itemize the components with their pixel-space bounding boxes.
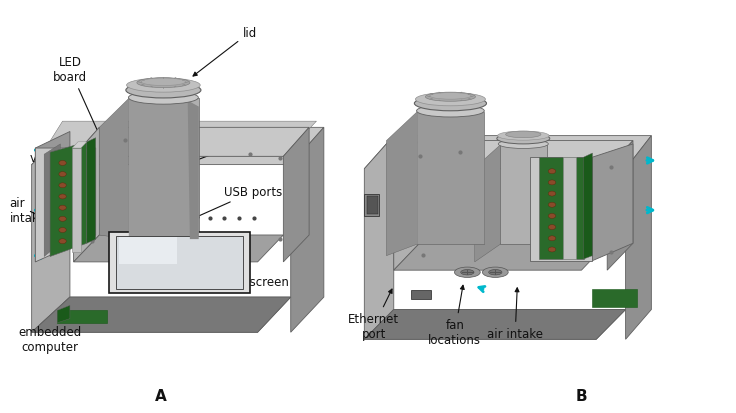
Polygon shape — [394, 141, 633, 169]
Polygon shape — [188, 101, 199, 240]
Text: air intake: air intake — [487, 288, 543, 340]
Ellipse shape — [127, 79, 200, 93]
Polygon shape — [394, 244, 607, 271]
Polygon shape — [417, 107, 484, 244]
Polygon shape — [364, 310, 626, 339]
Polygon shape — [40, 122, 316, 157]
Polygon shape — [35, 149, 96, 262]
Text: lid: lid — [193, 26, 257, 77]
Polygon shape — [35, 132, 70, 262]
Ellipse shape — [59, 206, 66, 211]
Ellipse shape — [548, 214, 556, 219]
Ellipse shape — [548, 225, 556, 230]
Polygon shape — [291, 128, 324, 332]
Polygon shape — [109, 232, 250, 293]
Text: B: B — [576, 388, 587, 403]
Ellipse shape — [425, 93, 475, 102]
Polygon shape — [32, 297, 291, 332]
Text: fan
locations: fan locations — [428, 286, 481, 347]
Polygon shape — [116, 236, 243, 289]
Text: Ethernet
port: Ethernet port — [348, 290, 400, 340]
Ellipse shape — [417, 105, 484, 118]
Ellipse shape — [59, 183, 66, 188]
Polygon shape — [32, 128, 70, 332]
Ellipse shape — [461, 270, 474, 275]
Polygon shape — [129, 99, 199, 240]
Polygon shape — [129, 95, 199, 240]
Polygon shape — [367, 196, 378, 215]
Ellipse shape — [548, 180, 556, 185]
Ellipse shape — [489, 270, 502, 275]
Polygon shape — [417, 112, 484, 244]
Ellipse shape — [59, 228, 66, 233]
Text: USB port: USB port — [400, 140, 456, 187]
Polygon shape — [386, 112, 417, 256]
Polygon shape — [283, 128, 309, 262]
Text: embedded
computer: embedded computer — [18, 318, 96, 354]
Ellipse shape — [126, 83, 201, 99]
Polygon shape — [539, 158, 584, 259]
Polygon shape — [74, 128, 309, 157]
Polygon shape — [119, 238, 177, 264]
Ellipse shape — [59, 239, 66, 244]
Polygon shape — [44, 145, 60, 257]
Polygon shape — [584, 154, 592, 259]
Ellipse shape — [548, 203, 556, 208]
Text: USB ports: USB ports — [195, 185, 283, 218]
Ellipse shape — [430, 93, 471, 100]
Text: air
intake: air intake — [10, 197, 46, 225]
Polygon shape — [475, 145, 500, 262]
Polygon shape — [563, 158, 576, 259]
Polygon shape — [626, 136, 651, 339]
Ellipse shape — [454, 268, 480, 278]
Ellipse shape — [59, 217, 66, 222]
Ellipse shape — [415, 93, 486, 107]
Text: LCD screen: LCD screen — [173, 261, 289, 288]
Polygon shape — [32, 297, 291, 332]
Polygon shape — [364, 310, 626, 339]
Polygon shape — [530, 158, 592, 261]
Ellipse shape — [141, 79, 185, 86]
Polygon shape — [72, 149, 81, 252]
Text: A: A — [155, 388, 166, 403]
Polygon shape — [411, 290, 431, 299]
Polygon shape — [364, 136, 394, 339]
Polygon shape — [74, 128, 99, 262]
Ellipse shape — [498, 132, 549, 141]
Polygon shape — [364, 194, 379, 217]
Polygon shape — [57, 306, 70, 323]
Text: vial: vial — [29, 151, 68, 172]
Polygon shape — [592, 145, 633, 261]
Polygon shape — [57, 311, 107, 323]
Ellipse shape — [414, 97, 486, 112]
Polygon shape — [364, 136, 651, 169]
Polygon shape — [74, 235, 283, 262]
Ellipse shape — [506, 132, 541, 138]
Ellipse shape — [483, 268, 509, 278]
Polygon shape — [394, 141, 420, 271]
Polygon shape — [607, 141, 633, 271]
Ellipse shape — [128, 92, 199, 105]
Ellipse shape — [59, 161, 66, 166]
Ellipse shape — [59, 195, 66, 199]
Polygon shape — [72, 142, 87, 149]
Text: LED
board: LED board — [53, 56, 100, 137]
Ellipse shape — [548, 192, 556, 197]
Ellipse shape — [548, 236, 556, 241]
Polygon shape — [32, 128, 324, 165]
Ellipse shape — [548, 169, 556, 174]
Polygon shape — [500, 145, 547, 244]
Ellipse shape — [548, 247, 556, 252]
Ellipse shape — [498, 140, 548, 149]
Polygon shape — [99, 99, 129, 240]
Polygon shape — [87, 138, 96, 244]
Polygon shape — [592, 289, 637, 308]
Ellipse shape — [137, 78, 190, 88]
Polygon shape — [50, 142, 87, 257]
Ellipse shape — [59, 172, 66, 177]
Text: chamber: chamber — [186, 134, 277, 165]
Ellipse shape — [497, 134, 550, 145]
